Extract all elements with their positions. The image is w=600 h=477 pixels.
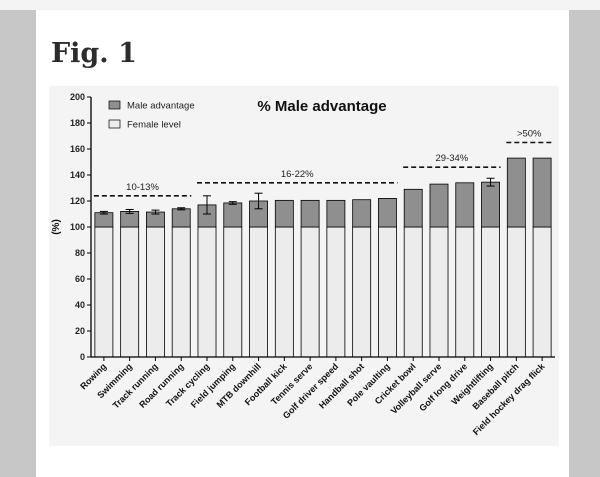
bar-male-advantage (378, 198, 397, 228)
bar-female-level (326, 226, 346, 358)
legend-label-female-level: Female level (127, 120, 181, 131)
y-tick-label: 60 (75, 274, 85, 284)
y-tick-label: 40 (75, 300, 85, 310)
bar-male-advantage (352, 199, 372, 228)
bar-female-level (120, 226, 140, 358)
group-annotations: 10-13% 16-22% 29-34% >50% (93, 129, 553, 197)
bar-female-level (146, 226, 165, 358)
y-tick-label: 160 (70, 144, 85, 154)
bar-male-advantage (455, 182, 475, 228)
bar-female-level (429, 226, 449, 358)
annotation-label: >50% (517, 129, 542, 140)
bar-female-level (223, 226, 243, 358)
y-axis-ticks: 0 20 40 60 80 100 120 140 160 180 200 (70, 92, 91, 362)
bar-female-level (481, 226, 500, 358)
y-tick-label: 120 (70, 196, 85, 206)
y-tick-label: 180 (70, 118, 85, 128)
legend-swatch-female-level (108, 119, 121, 129)
bars (94, 157, 552, 358)
bar-female-level (94, 226, 114, 358)
bar-male-advantage (326, 199, 346, 228)
bar-female-level (378, 226, 397, 358)
bar-female-level (197, 226, 217, 358)
bar-female-level (352, 226, 372, 358)
bar-female-level (171, 226, 191, 358)
bar-male-advantage (223, 202, 243, 228)
bar-female-level (506, 226, 526, 358)
annotation-label: 16-22% (281, 169, 314, 180)
y-tick-label: 80 (75, 248, 85, 258)
bar-female-level (403, 226, 423, 358)
y-axis-label: (%) (51, 219, 62, 235)
y-tick-label: 200 (70, 92, 85, 102)
bar-female-level (274, 226, 294, 358)
bar-female-level (455, 226, 475, 358)
bar-male-advantage (274, 199, 294, 228)
y-tick-label: 20 (75, 326, 85, 336)
bar-male-advantage (429, 183, 449, 228)
browser-top-strip (0, 0, 600, 10)
annotation-label: 29-34% (436, 153, 469, 164)
chart-title: % Male advantage (257, 98, 386, 115)
figure-label: Fig. 1 (51, 38, 137, 69)
y-tick-label: 0 (80, 352, 85, 362)
bar-male-advantage (481, 181, 500, 228)
male-advantage-bar-chart: 0 20 40 60 80 100 120 140 160 180 200 10-13% 16-22%… (49, 86, 559, 446)
y-tick-label: 100 (70, 222, 85, 232)
bar-female-level (300, 226, 320, 358)
legend-label-male-advantage: Male advantage (127, 101, 195, 112)
annotation-label: 10-13% (126, 182, 159, 193)
legend: Male advantage Female level (108, 100, 195, 131)
bar-male-advantage (300, 199, 320, 228)
bar-male-advantage (532, 157, 552, 228)
bar-male-advantage (506, 157, 526, 228)
bar-male-advantage (94, 212, 114, 228)
y-tick-label: 140 (70, 170, 85, 180)
bar-male-advantage (171, 208, 191, 228)
bar-female-level (249, 226, 268, 358)
legend-swatch-male-advantage (108, 100, 121, 110)
bar-female-level (532, 226, 552, 358)
bar-male-advantage (403, 188, 423, 228)
